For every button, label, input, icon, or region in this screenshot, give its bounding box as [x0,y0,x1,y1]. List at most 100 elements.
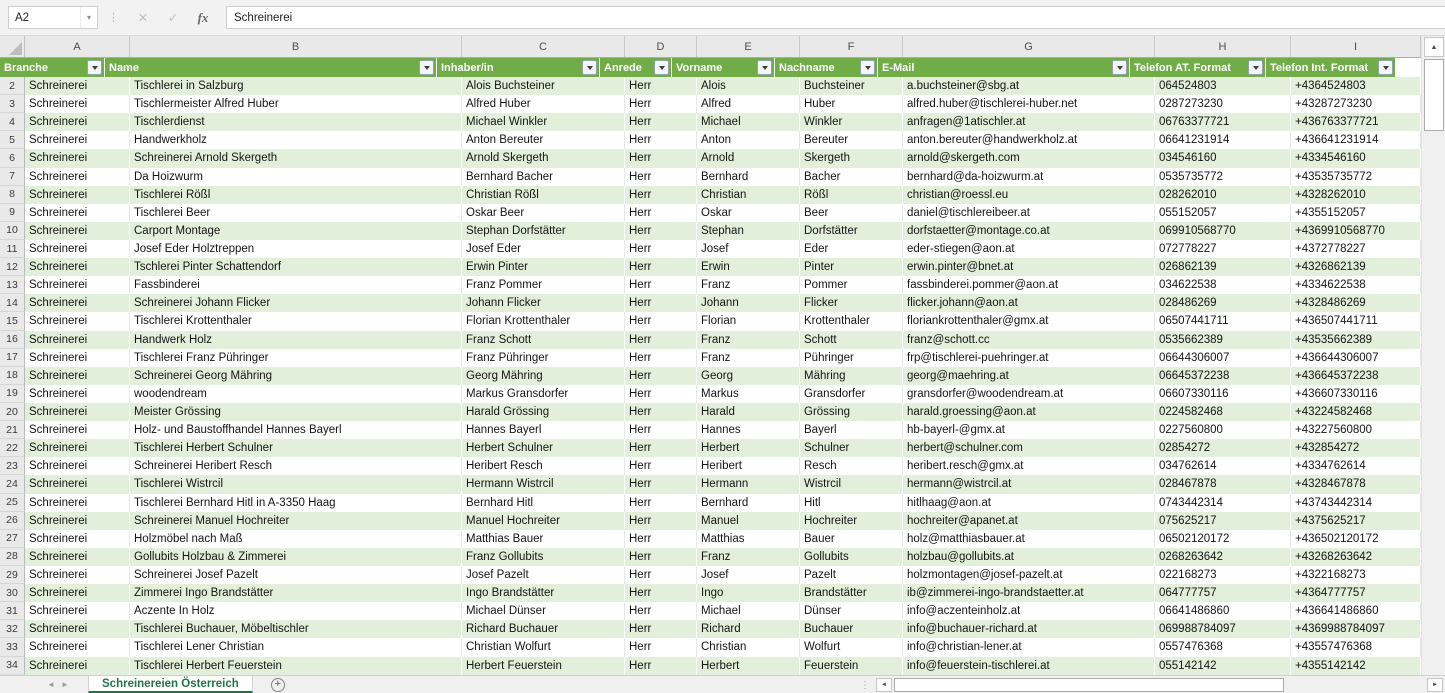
cell-A11[interactable]: Schreinerei [25,239,130,259]
cell-E2[interactable]: Alois [697,77,800,96]
cell-E20[interactable]: Harald [697,402,800,422]
cell-B31[interactable]: Aczente In Holz [130,602,462,621]
cell-H2[interactable]: 064524803 [1155,77,1291,96]
cell-G2[interactable]: a.buchsteiner@sbg.at [903,77,1155,96]
column-header-G[interactable]: G [903,36,1155,57]
cell-D6[interactable]: Herr [625,149,697,168]
cell-E8[interactable]: Christian [697,185,800,204]
cell-G25[interactable]: hitlhaag@aon.at [903,493,1155,512]
cell-I16[interactable]: +43535662389 [1291,330,1421,349]
cell-A27[interactable]: Schreinerei [25,529,130,548]
cell-G10[interactable]: dorfstaetter@montage.co.at [903,221,1155,240]
cell-D25[interactable]: Herr [625,493,697,512]
cell-G17[interactable]: frp@tischlerei-puehringer.at [903,348,1155,367]
cell-E27[interactable]: Matthias [697,529,800,548]
cell-E11[interactable]: Josef [697,239,800,259]
cell-H30[interactable]: 064777757 [1155,584,1291,603]
cell-I8[interactable]: +4328262010 [1291,185,1421,204]
cell-E14[interactable]: Johann [697,294,800,313]
column-header-F[interactable]: F [800,36,903,57]
cell-H3[interactable]: 0287273230 [1155,95,1291,114]
cell-E26[interactable]: Manuel [697,511,800,530]
cell-G26[interactable]: hochreiter@apanet.at [903,511,1155,530]
cell-C7[interactable]: Bernhard Bacher [462,167,625,186]
header-cell-A1[interactable]: Branche [0,58,105,77]
row-header-14[interactable]: 14 [0,294,25,313]
column-header-C[interactable]: C [462,36,625,57]
tab-nav-left-icon[interactable]: ◄ [47,680,55,689]
row-header-9[interactable]: 9 [0,203,25,222]
cell-A28[interactable]: Schreinerei [25,547,130,566]
insert-function-icon[interactable]: fx [197,9,209,25]
cell-B3[interactable]: Tischlermeister Alfred Huber [130,95,462,114]
row-header-6[interactable]: 6 [0,149,25,168]
cell-E18[interactable]: Georg [697,366,800,385]
cell-I5[interactable]: +436641231914 [1291,131,1421,150]
cell-F13[interactable]: Pommer [800,276,903,295]
cell-E10[interactable]: Stephan [697,221,800,240]
cell-E16[interactable]: Franz [697,330,800,349]
cell-H12[interactable]: 026862139 [1155,258,1291,277]
cell-D32[interactable]: Herr [625,620,697,639]
cell-A31[interactable]: Schreinerei [25,602,130,621]
row-header-18[interactable]: 18 [0,366,25,385]
cell-A5[interactable]: Schreinerei [25,131,130,150]
cell-A12[interactable]: Schreinerei [25,258,130,277]
header-cell-I1[interactable]: Telefon Int. Format [1266,58,1396,77]
cell-H19[interactable]: 06607330116 [1155,384,1291,403]
cell-G5[interactable]: anton.bereuter@handwerkholz.at [903,131,1155,150]
add-sheet-icon[interactable]: + [270,677,285,692]
cell-C17[interactable]: Franz Pühringer [462,348,625,367]
cell-B2[interactable]: Tischlerei in Salzburg [130,77,462,96]
cell-A9[interactable]: Schreinerei [25,203,130,222]
cell-E29[interactable]: Josef [697,565,800,585]
cell-I19[interactable]: +436607330116 [1291,384,1421,403]
cell-C8[interactable]: Christian Rößl [462,185,625,204]
cell-I26[interactable]: +4375625217 [1291,511,1421,530]
cell-I11[interactable]: +4372778227 [1291,239,1421,259]
cell-F9[interactable]: Beer [800,203,903,222]
cell-A32[interactable]: Schreinerei [25,620,130,639]
cell-D23[interactable]: Herr [625,457,697,476]
cell-I12[interactable]: +4326862139 [1291,258,1421,277]
cell-I18[interactable]: +436645372238 [1291,366,1421,385]
cell-C5[interactable]: Anton Bereuter [462,131,625,150]
cell-A25[interactable]: Schreinerei [25,493,130,512]
cell-E32[interactable]: Richard [697,620,800,639]
row-header-27[interactable]: 27 [0,529,25,548]
cell-F20[interactable]: Grössing [800,402,903,422]
row-header-34[interactable]: 34 [0,656,25,675]
cell-G30[interactable]: ib@zimmerei-ingo-brandstaetter.at [903,584,1155,603]
cell-I33[interactable]: +43557476368 [1291,638,1421,657]
cell-H22[interactable]: 02854272 [1155,439,1291,458]
row-header-20[interactable]: 20 [0,402,25,422]
cell-F15[interactable]: Krottenthaler [800,312,903,331]
cell-C2[interactable]: Alois Buchsteiner [462,77,625,96]
cell-A23[interactable]: Schreinerei [25,457,130,476]
cell-I28[interactable]: +43268263642 [1291,547,1421,566]
cell-H33[interactable]: 0557476368 [1155,638,1291,657]
column-header-E[interactable]: E [697,36,800,57]
cell-C6[interactable]: Arnold Skergeth [462,149,625,168]
cell-H6[interactable]: 034546160 [1155,149,1291,168]
cell-C13[interactable]: Franz Pommer [462,276,625,295]
cell-G9[interactable]: daniel@tischlereibeer.at [903,203,1155,222]
cell-A13[interactable]: Schreinerei [25,276,130,295]
cell-A24[interactable]: Schreinerei [25,475,130,494]
name-box-value[interactable]: A2 [15,11,30,24]
cell-A20[interactable]: Schreinerei [25,402,130,422]
cell-B23[interactable]: Schreinerei Heribert Resch [130,457,462,476]
row-header-5[interactable]: 5 [0,131,25,150]
cell-I34[interactable]: +4355142142 [1291,656,1421,675]
cell-I30[interactable]: +4364777757 [1291,584,1421,603]
cell-F6[interactable]: Skergeth [800,149,903,168]
cell-F8[interactable]: Rößl [800,185,903,204]
cell-C26[interactable]: Manuel Hochreiter [462,511,625,530]
cell-I2[interactable]: +4364524803 [1291,77,1421,96]
cell-A21[interactable]: Schreinerei [25,421,130,440]
row-header-3[interactable]: 3 [0,95,25,114]
cell-A3[interactable]: Schreinerei [25,95,130,114]
cell-H4[interactable]: 06763377721 [1155,113,1291,132]
row-header-28[interactable]: 28 [0,547,25,566]
cell-G34[interactable]: info@feuerstein-tischlerei.at [903,656,1155,675]
